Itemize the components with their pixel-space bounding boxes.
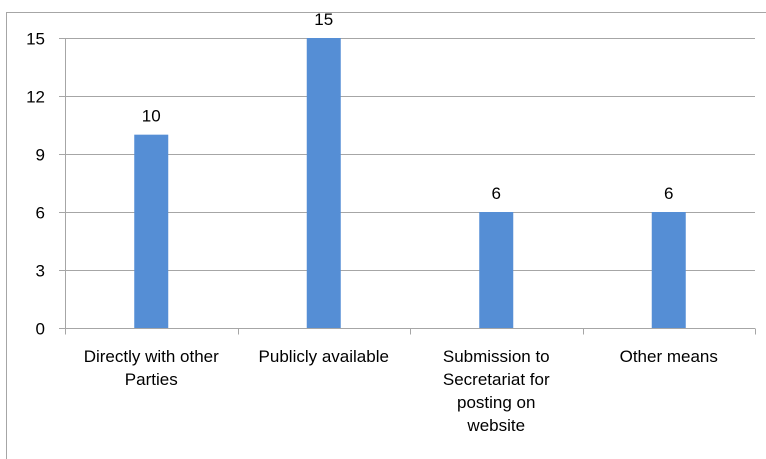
data-label: 6: [492, 184, 501, 203]
bar: [479, 212, 514, 328]
data-label: 10: [142, 107, 161, 126]
data-label: 15: [314, 10, 333, 29]
x-category-label: Directly with other: [84, 347, 219, 366]
y-tick-label: 6: [36, 204, 45, 223]
y-tick-label: 0: [36, 320, 45, 339]
x-category-label: Secretariat for: [443, 370, 550, 389]
y-tick-label: 12: [26, 88, 45, 107]
chart-frame: [6, 12, 766, 459]
y-tick-label: 9: [36, 146, 45, 165]
bar: [306, 38, 341, 328]
bar: [134, 134, 169, 328]
y-tick-label: 15: [26, 30, 45, 49]
bar: [651, 212, 686, 328]
data-label: 6: [664, 184, 673, 203]
x-category-label: Other means: [620, 347, 718, 366]
x-category-label: Submission to: [443, 347, 550, 366]
x-category-label: Publicly available: [259, 347, 389, 366]
x-category-label: posting on: [457, 393, 535, 412]
x-category-label: website: [466, 416, 525, 435]
y-tick-label: 3: [36, 262, 45, 281]
x-category-label: Parties: [125, 370, 178, 389]
